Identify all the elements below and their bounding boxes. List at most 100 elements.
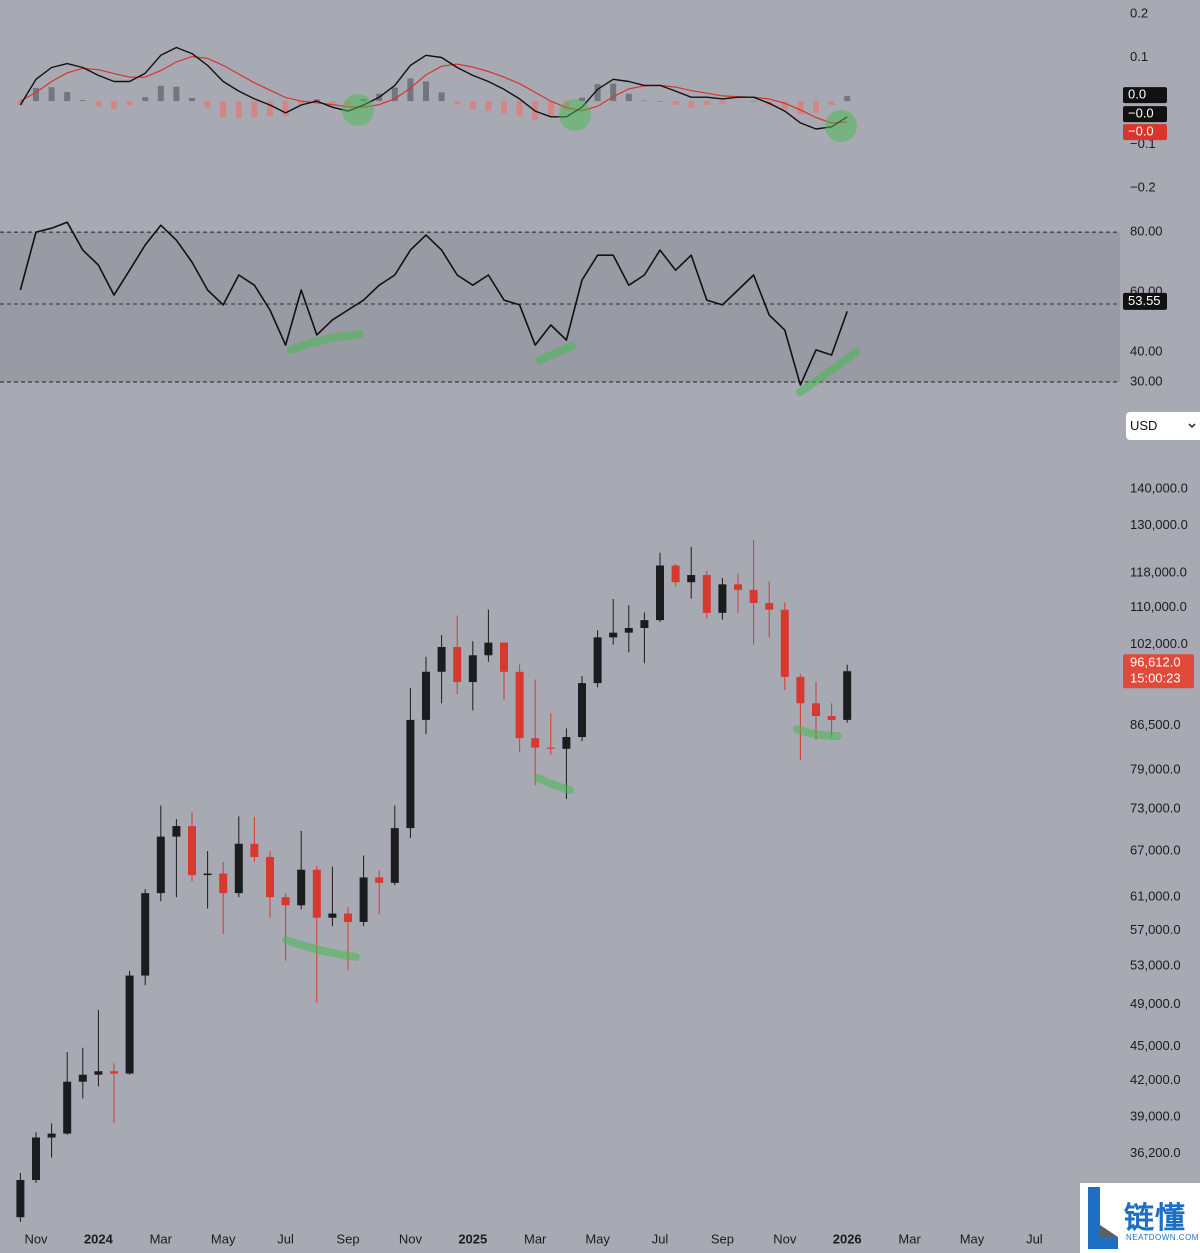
macd-last-label: −0.0	[1128, 106, 1154, 121]
currency-selector[interactable]: USD	[1126, 412, 1200, 440]
histogram-bar	[501, 101, 507, 114]
watermark: 链懂 NEATDOWN.COM	[1080, 1183, 1200, 1253]
histogram-bar	[625, 93, 632, 102]
histogram-bar	[329, 101, 336, 104]
candle-body	[266, 856, 274, 898]
histogram-last-label: 0.0	[1128, 87, 1146, 102]
candle-body	[297, 869, 306, 906]
y-tick-label: 53,000.0	[1130, 958, 1181, 973]
highlight	[825, 110, 857, 142]
histogram-bar	[547, 101, 554, 117]
x-tick-label: Nov	[399, 1231, 423, 1246]
histogram-bar	[267, 101, 273, 116]
histogram-bar	[657, 101, 663, 102]
histogram-bar	[579, 97, 585, 102]
histogram-bar	[594, 84, 601, 102]
macd-last-label-box	[1123, 106, 1167, 123]
histogram-bar	[688, 101, 695, 108]
candle-body	[390, 828, 399, 883]
y-tick-label: 79,000.0	[1130, 762, 1181, 777]
histogram-bar	[719, 101, 726, 105]
candle-body	[484, 642, 493, 656]
y-tick-label: 0.2	[1130, 5, 1148, 20]
histogram-bar	[844, 95, 851, 102]
x-tick-label: May	[960, 1231, 985, 1246]
last-value-label: 53.55	[1128, 293, 1161, 308]
candle-body	[671, 565, 680, 583]
x-tick-label: 2025	[458, 1231, 487, 1246]
y-tick-label: 118,000.0	[1130, 564, 1187, 579]
histogram-last-label-box	[1123, 87, 1167, 104]
x-tick-label: 2024	[84, 1231, 114, 1246]
histogram-bar	[516, 101, 523, 117]
histogram-bar	[235, 101, 242, 119]
candle-body	[188, 826, 196, 876]
candle-body	[328, 913, 337, 918]
histogram-bar	[251, 101, 258, 118]
histogram-bar	[813, 101, 819, 113]
candle-body	[375, 877, 384, 883]
y-tick-label: 130,000.0	[1130, 517, 1188, 532]
y-tick-label: 110,000.0	[1130, 599, 1187, 614]
candle-body	[593, 637, 602, 684]
last-value-label-box	[1123, 292, 1167, 310]
y-tick-label: 67,000.0	[1130, 842, 1181, 857]
histogram-bar	[641, 100, 648, 102]
watermark-site: NEATDOWN.COM	[1126, 1233, 1199, 1242]
candle-body	[827, 715, 836, 720]
candle-body	[312, 869, 321, 918]
candle-body	[47, 1133, 56, 1138]
countdown-label: 15:00:23	[1130, 671, 1181, 686]
histogram-bar	[142, 97, 149, 102]
histogram-bar	[781, 101, 788, 109]
x-tick-label: Mar	[524, 1231, 547, 1246]
histogram-bar	[220, 101, 227, 118]
y-tick-label: 36,200.0	[1130, 1145, 1181, 1160]
x-tick-label: Nov	[773, 1231, 797, 1246]
currency-label: USD	[1130, 418, 1158, 433]
histogram-bar	[204, 101, 211, 109]
x-tick-label: Mar	[898, 1231, 921, 1246]
histogram-bar	[423, 81, 429, 102]
y-tick-label: 80.00	[1130, 224, 1163, 239]
y-tick-label: 73,000.0	[1130, 800, 1181, 815]
chevron	[1188, 423, 1196, 428]
candle-body	[406, 719, 415, 829]
histogram-bar	[797, 101, 804, 115]
candle-body	[624, 627, 633, 633]
histogram-bar	[282, 101, 289, 117]
candle-body	[609, 632, 618, 638]
candle-body	[562, 737, 571, 749]
histogram-bar	[189, 98, 195, 102]
histogram-bar	[126, 101, 133, 106]
annotations	[282, 94, 860, 961]
highlight	[534, 774, 574, 794]
histogram-bar	[157, 85, 164, 102]
y-tick-label: 0.1	[1130, 49, 1148, 64]
x-tick-label: Sep	[336, 1231, 359, 1246]
candle-body	[422, 671, 430, 720]
x-tick-label: 2026	[833, 1231, 862, 1246]
highlight	[287, 330, 364, 354]
candle-body	[687, 575, 696, 583]
candle-body	[16, 1180, 25, 1218]
candle-body	[515, 671, 524, 739]
y-tick-label: 61,000.0	[1130, 889, 1181, 904]
x-tick-label: Mar	[150, 1231, 173, 1246]
histogram-bar	[95, 101, 102, 107]
histogram-bar	[735, 101, 741, 102]
histogram-bar	[33, 88, 39, 102]
x-tick-label: Sep	[711, 1231, 734, 1246]
x-tick-label: Jul	[1026, 1231, 1043, 1246]
histogram-bar	[469, 101, 476, 110]
histogram-bar	[750, 101, 757, 102]
candle-body	[578, 683, 586, 738]
watermark-logo	[1088, 1187, 1118, 1249]
histogram-bar	[407, 78, 414, 102]
candle-body	[234, 843, 243, 894]
candle-body	[812, 703, 820, 716]
highlight	[559, 99, 591, 131]
x-tick-label: May	[585, 1231, 610, 1246]
